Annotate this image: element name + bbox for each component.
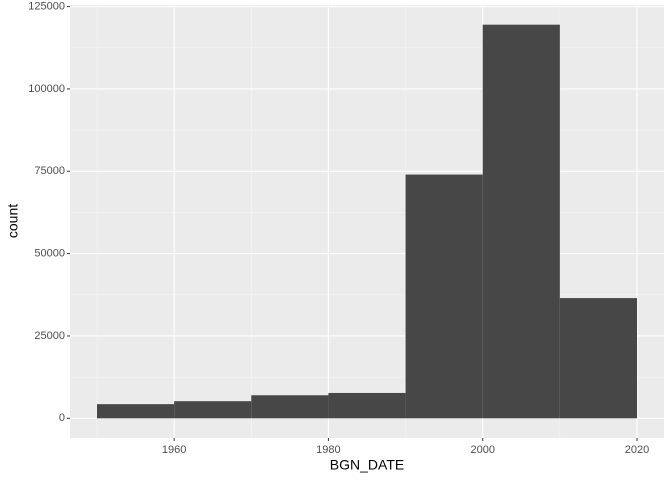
bar (174, 401, 252, 419)
y-tick-label: 25000 (34, 330, 65, 342)
x-axis-title: BGN_DATE (330, 457, 404, 473)
bar (251, 395, 329, 419)
bar (559, 298, 637, 419)
y-tick-label: 100000 (28, 83, 65, 95)
x-tick-label: 2020 (625, 444, 649, 456)
y-tick-label: 125000 (28, 0, 65, 12)
y-tick-label: 50000 (34, 248, 65, 260)
y-tick-label: 75000 (34, 165, 65, 177)
y-tick-label: 0 (59, 412, 65, 424)
bar (97, 404, 175, 419)
y-axis-title: count (5, 204, 21, 238)
x-tick-label: 1960 (162, 444, 186, 456)
x-tick-label: 1980 (316, 444, 340, 456)
bar (328, 392, 406, 419)
bar (405, 174, 483, 419)
bar (482, 24, 560, 419)
x-tick-label: 2000 (470, 444, 494, 456)
